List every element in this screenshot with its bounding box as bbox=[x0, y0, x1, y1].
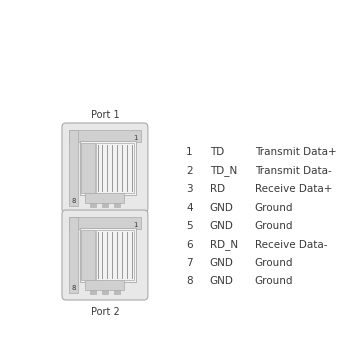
Text: Ground: Ground bbox=[255, 276, 293, 287]
Bar bbox=[69, 217, 141, 229]
Text: 8: 8 bbox=[72, 285, 76, 291]
Text: GND: GND bbox=[210, 202, 234, 212]
Bar bbox=[90, 203, 96, 207]
Bar bbox=[90, 290, 96, 294]
Text: TD_N: TD_N bbox=[210, 165, 237, 176]
Text: 1: 1 bbox=[134, 135, 138, 141]
Bar bbox=[81, 230, 95, 280]
Text: 6: 6 bbox=[186, 239, 193, 249]
FancyBboxPatch shape bbox=[62, 123, 148, 213]
Text: 1: 1 bbox=[134, 222, 138, 228]
Text: GND: GND bbox=[210, 276, 234, 287]
Bar bbox=[102, 290, 108, 294]
Bar bbox=[85, 280, 125, 290]
Text: 4: 4 bbox=[186, 202, 193, 212]
Text: Receive Data+: Receive Data+ bbox=[255, 184, 332, 194]
Text: Transmit Data+: Transmit Data+ bbox=[255, 147, 337, 157]
Text: 5: 5 bbox=[186, 221, 193, 231]
Text: Port 1: Port 1 bbox=[91, 110, 119, 120]
Text: 8: 8 bbox=[72, 198, 76, 204]
Bar bbox=[114, 290, 120, 294]
Text: Receive Data-: Receive Data- bbox=[255, 239, 327, 249]
Text: RD: RD bbox=[210, 184, 225, 194]
Text: Ground: Ground bbox=[255, 202, 293, 212]
Text: TD: TD bbox=[210, 147, 224, 157]
Text: 2: 2 bbox=[186, 166, 193, 176]
Text: Ground: Ground bbox=[255, 258, 293, 268]
Bar bbox=[102, 203, 108, 207]
Bar bbox=[114, 203, 120, 207]
Text: 1: 1 bbox=[186, 147, 193, 157]
FancyBboxPatch shape bbox=[62, 210, 148, 300]
Text: 3: 3 bbox=[186, 184, 193, 194]
Text: 8: 8 bbox=[186, 276, 193, 287]
Bar bbox=[69, 130, 141, 142]
Bar bbox=[96, 230, 134, 280]
Bar bbox=[69, 130, 78, 206]
Bar bbox=[69, 217, 78, 293]
Text: RD_N: RD_N bbox=[210, 239, 238, 250]
Text: Port 2: Port 2 bbox=[91, 307, 119, 317]
Bar bbox=[81, 143, 95, 193]
Bar bbox=[80, 141, 136, 195]
Text: 7: 7 bbox=[186, 258, 193, 268]
Bar bbox=[96, 143, 134, 193]
Bar bbox=[80, 228, 136, 282]
Text: Transmit Data-: Transmit Data- bbox=[255, 166, 332, 176]
Text: GND: GND bbox=[210, 258, 234, 268]
Text: Ground: Ground bbox=[255, 221, 293, 231]
Text: GND: GND bbox=[210, 221, 234, 231]
Bar bbox=[85, 193, 125, 203]
